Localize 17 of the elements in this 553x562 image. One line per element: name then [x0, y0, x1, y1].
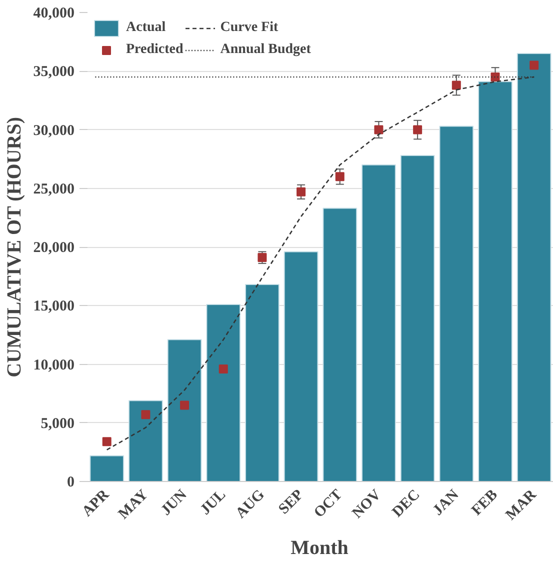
- y-axis-title: CUMULATIVE OT (HOURS): [3, 116, 26, 378]
- y-tick-label: 0: [67, 474, 74, 490]
- y-tick-label: 20,000: [33, 240, 74, 256]
- y-tick-label: 10,000: [33, 357, 74, 374]
- y-tick-label: 30,000: [33, 122, 74, 139]
- x-tick-label: JUL: [198, 486, 230, 518]
- x-tick-label: SEP: [276, 486, 307, 518]
- x-axis-title: Month: [290, 537, 348, 560]
- legend-label: Curve Fit: [220, 19, 278, 37]
- y-tick-label: 15,000: [33, 298, 74, 315]
- y-tick-label: 40,000: [33, 6, 74, 22]
- legend-label: Annual Budget: [220, 41, 311, 59]
- legend-label: Predicted: [126, 41, 184, 59]
- y-tick-label: 5,000: [40, 416, 74, 432]
- y-tick-label: 25,000: [33, 181, 74, 198]
- legend-label: Actual: [126, 19, 166, 37]
- y-tick-label: 35,000: [33, 64, 74, 80]
